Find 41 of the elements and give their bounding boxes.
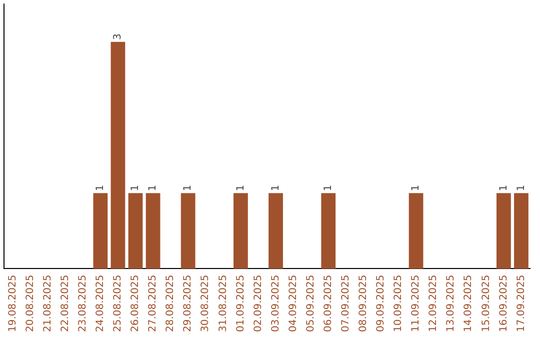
x-tick-label: 08.09.2025 <box>358 274 370 332</box>
x-tick-label: 15.09.2025 <box>480 274 492 332</box>
x-tick-label: 27.08.2025 <box>148 274 159 332</box>
data-label: 3 <box>112 33 124 40</box>
x-tick-label: 05.09.2025 <box>305 274 316 332</box>
x-tick-label: 25.08.2025 <box>112 274 124 332</box>
x-tick-label: 07.09.2025 <box>340 274 352 332</box>
x-tick-label: 24.08.2025 <box>95 274 106 332</box>
x-tick-label: 26.08.2025 <box>130 274 142 332</box>
data-label: 1 <box>410 184 422 192</box>
x-tick-label: 09.09.2025 <box>376 274 387 332</box>
data-label: 1 <box>182 184 194 192</box>
data-label: 1 <box>235 184 246 192</box>
data-label: 1 <box>270 184 282 192</box>
x-tick-label: 19.08.2025 <box>7 274 18 332</box>
x-tick-label: 29.08.2025 <box>182 274 194 332</box>
x-tick-label: 30.08.2025 <box>200 274 212 332</box>
x-tick-label: 04.09.2025 <box>288 274 299 332</box>
data-label: 1 <box>322 184 334 192</box>
data-label: 1 <box>148 184 159 192</box>
x-tick-label: 21.08.2025 <box>42 274 54 332</box>
x-tick-label: 16.09.2025 <box>498 274 510 332</box>
x-tick-label: 12.09.2025 <box>428 274 440 332</box>
x-tick-label: 02.09.2025 <box>252 274 264 332</box>
x-tick-label: 10.09.2025 <box>393 274 404 332</box>
data-label: 1 <box>498 184 510 192</box>
x-tick-label: 11.09.2025 <box>410 274 422 332</box>
x-tick-label: 14.09.2025 <box>463 274 474 332</box>
x-tick-label: 20.08.2025 <box>24 274 36 332</box>
x-tick-label: 17.09.2025 <box>516 274 527 332</box>
x-tick-label: 01.09.2025 <box>235 274 246 332</box>
data-label: 1 <box>516 184 527 192</box>
x-tick-label: 13.09.2025 <box>446 274 457 332</box>
data-label: 1 <box>95 184 106 192</box>
data-label: 1 <box>130 184 142 192</box>
x-tick-label: 03.09.2025 <box>270 274 282 332</box>
x-tick-label: 31.08.2025 <box>218 274 229 332</box>
x-tick-label: 23.08.2025 <box>77 274 88 332</box>
x-tick-label: 28.08.2025 <box>165 274 176 332</box>
x-tick-label: 22.08.2025 <box>60 274 71 332</box>
x-tick-label: 06.09.2025 <box>322 274 334 332</box>
